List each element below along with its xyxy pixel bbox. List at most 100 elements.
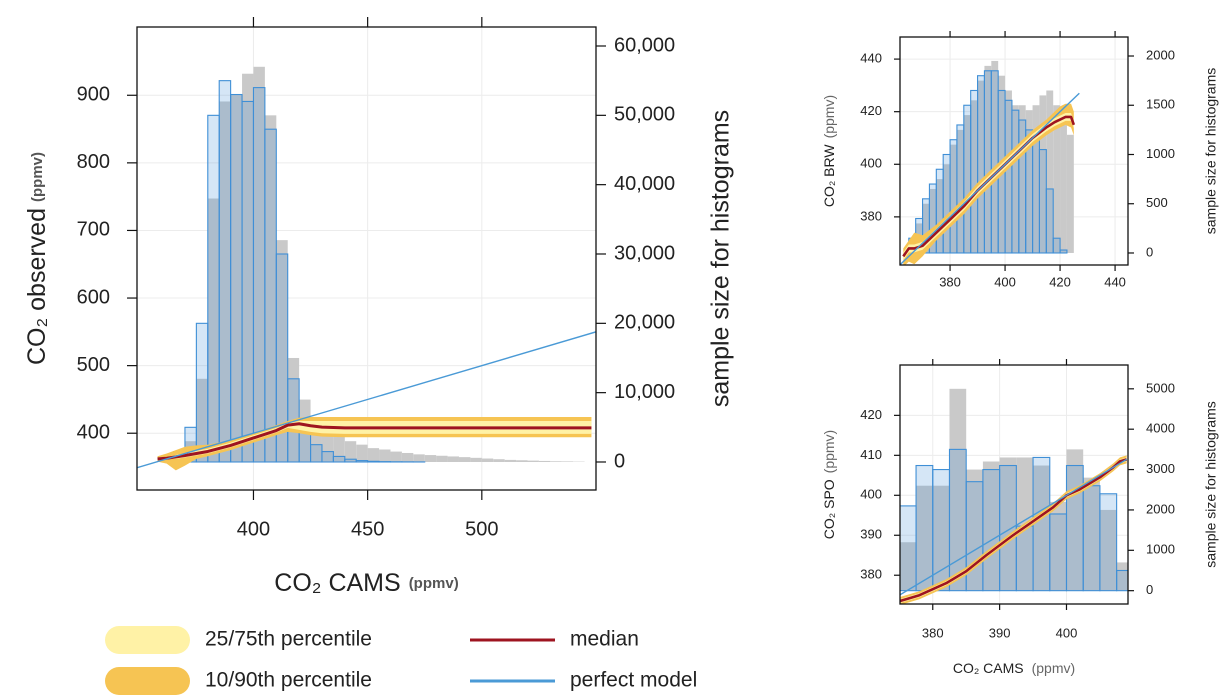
- histogram-bar: [276, 240, 288, 462]
- histogram-bar: [401, 452, 414, 462]
- histogram-bar: [922, 203, 930, 253]
- x-tick-label: 450: [351, 518, 384, 540]
- histogram-bar: [1065, 464, 1084, 592]
- histogram-bar: [367, 460, 380, 463]
- x-axis-title-unit: (ppmv): [1032, 660, 1076, 676]
- histogram-bar: [264, 115, 277, 462]
- median-line: [157, 422, 592, 461]
- histogram-bar: [1032, 139, 1040, 254]
- y-tick-label: 900: [77, 84, 110, 106]
- histogram-bar: [1049, 501, 1067, 591]
- histogram-bar: [1099, 493, 1118, 592]
- y2-tick-label: 30,000: [614, 242, 675, 264]
- y2-tick-label: 500: [1146, 195, 1168, 210]
- histogram-bar: [900, 505, 917, 592]
- x-tick-label: 400: [994, 274, 1016, 289]
- histogram-bar: [1082, 485, 1101, 592]
- histogram-bar: [1005, 90, 1012, 253]
- y2-tick-label: 0: [1146, 244, 1153, 259]
- y2-tick-label: 2000: [1146, 501, 1175, 516]
- y2-tick-label: 4000: [1146, 421, 1175, 436]
- y-axis-title: CO₂ observed (ppmv): [23, 152, 51, 365]
- histogram-bar: [984, 65, 992, 253]
- x-tick-label: 500: [465, 518, 498, 540]
- histogram-bar: [942, 153, 951, 254]
- histogram-bar: [1032, 456, 1051, 592]
- y2-tick-label: 60,000: [614, 34, 675, 56]
- histogram-bar: [1099, 509, 1117, 591]
- y-tick-label: 600: [77, 286, 110, 308]
- histogram-bar: [379, 449, 391, 462]
- y-axis-title-main: CO₂ observed: [23, 208, 51, 365]
- histogram-bar: [321, 427, 334, 462]
- x-tick-label: 380: [939, 274, 961, 289]
- x-tick-label: 400: [237, 518, 270, 540]
- histogram-bar: [949, 388, 967, 591]
- histogram-bar: [1033, 465, 1050, 591]
- histogram-bar: [470, 457, 482, 462]
- histogram-bar: [355, 460, 369, 463]
- y2-axis-title: sample size for histograms: [1203, 401, 1219, 568]
- histogram-bar: [264, 128, 277, 463]
- histogram-bar: [977, 75, 985, 254]
- histogram-bar: [1053, 105, 1061, 253]
- histogram-bar: [344, 458, 357, 463]
- histogram-bar: [1011, 109, 1020, 254]
- y-axis-title-main: CO₂ BRW: [821, 144, 837, 208]
- histogram-bar: [230, 94, 243, 462]
- y-tick-label: 420: [860, 407, 882, 422]
- y2-tick-label: 3000: [1146, 461, 1175, 476]
- y-tick-label: 390: [860, 527, 882, 542]
- histogram-bar: [963, 115, 971, 253]
- histogram-bar: [970, 89, 979, 254]
- histogram-bar: [936, 179, 944, 253]
- histogram-bar: [207, 114, 220, 463]
- histogram-bar: [1066, 449, 1084, 591]
- histogram-bar: [310, 444, 323, 463]
- chart-panel: 400 450 500 400 500 600 700 800 900 0 10,000 20,000…: [23, 17, 735, 695]
- y-tick-label: 700: [77, 219, 110, 241]
- histogram-bar: [538, 460, 551, 462]
- histogram-bar: [424, 455, 437, 462]
- histogram-bar: [1116, 569, 1128, 592]
- histogram-bar: [504, 459, 517, 462]
- x-tick-label: 400: [1056, 625, 1078, 640]
- x-axis-title: CO₂ CAMS (ppmv): [953, 660, 1075, 676]
- histogram-bar: [963, 104, 972, 254]
- reference-line: [900, 92, 1080, 265]
- y2-axis-title: sample size for histograms: [707, 110, 735, 407]
- plot-frame: [899, 364, 1129, 605]
- histogram-bar: [1011, 105, 1019, 253]
- y2-tick-label: 1000: [1146, 542, 1175, 557]
- plot-frame: [136, 26, 597, 491]
- histogram-bar: [1060, 120, 1067, 253]
- histogram-bar: [333, 434, 345, 462]
- y-tick-label: 410: [860, 447, 882, 462]
- y2-tick-label: 1000: [1146, 146, 1175, 161]
- histogram-bar: [1052, 237, 1061, 254]
- histogram-bar: [516, 460, 528, 462]
- histogram-bar: [1045, 188, 1054, 254]
- y-axis-title-unit: (ppmv): [821, 95, 837, 139]
- y-tick-label: 440: [860, 51, 882, 66]
- histogram-bar: [241, 100, 255, 463]
- x-axis-title-main: CO₂ CAMS: [274, 569, 400, 597]
- chart-panel: 380 390 400 380 390 400 410 420 0 1000 2000 3000 400…: [821, 359, 1219, 676]
- x-axis-title: CO₂ CAMS (ppmv): [274, 569, 458, 597]
- median-line: [900, 458, 1128, 603]
- y-axis-title-unit: (ppmv): [821, 430, 837, 474]
- histogram-bar: [1066, 134, 1074, 253]
- histogram-bar: [982, 469, 1001, 592]
- histogram-bar: [344, 441, 357, 462]
- histogram-bar: [932, 485, 950, 591]
- x-tick-label: 380: [922, 625, 944, 640]
- y-tick-label: 800: [77, 151, 110, 173]
- legend-label: 25/75th percentile: [205, 628, 372, 651]
- histogram-bar: [458, 457, 471, 462]
- y-tick-label: 380: [860, 567, 882, 582]
- y-axis-title-main: CO₂ SPO: [821, 479, 837, 539]
- histogram-bar: [252, 87, 266, 463]
- histogram-bar: [1018, 105, 1026, 253]
- legend: 25/75th percentile 10/90th percentile medi…: [105, 626, 697, 695]
